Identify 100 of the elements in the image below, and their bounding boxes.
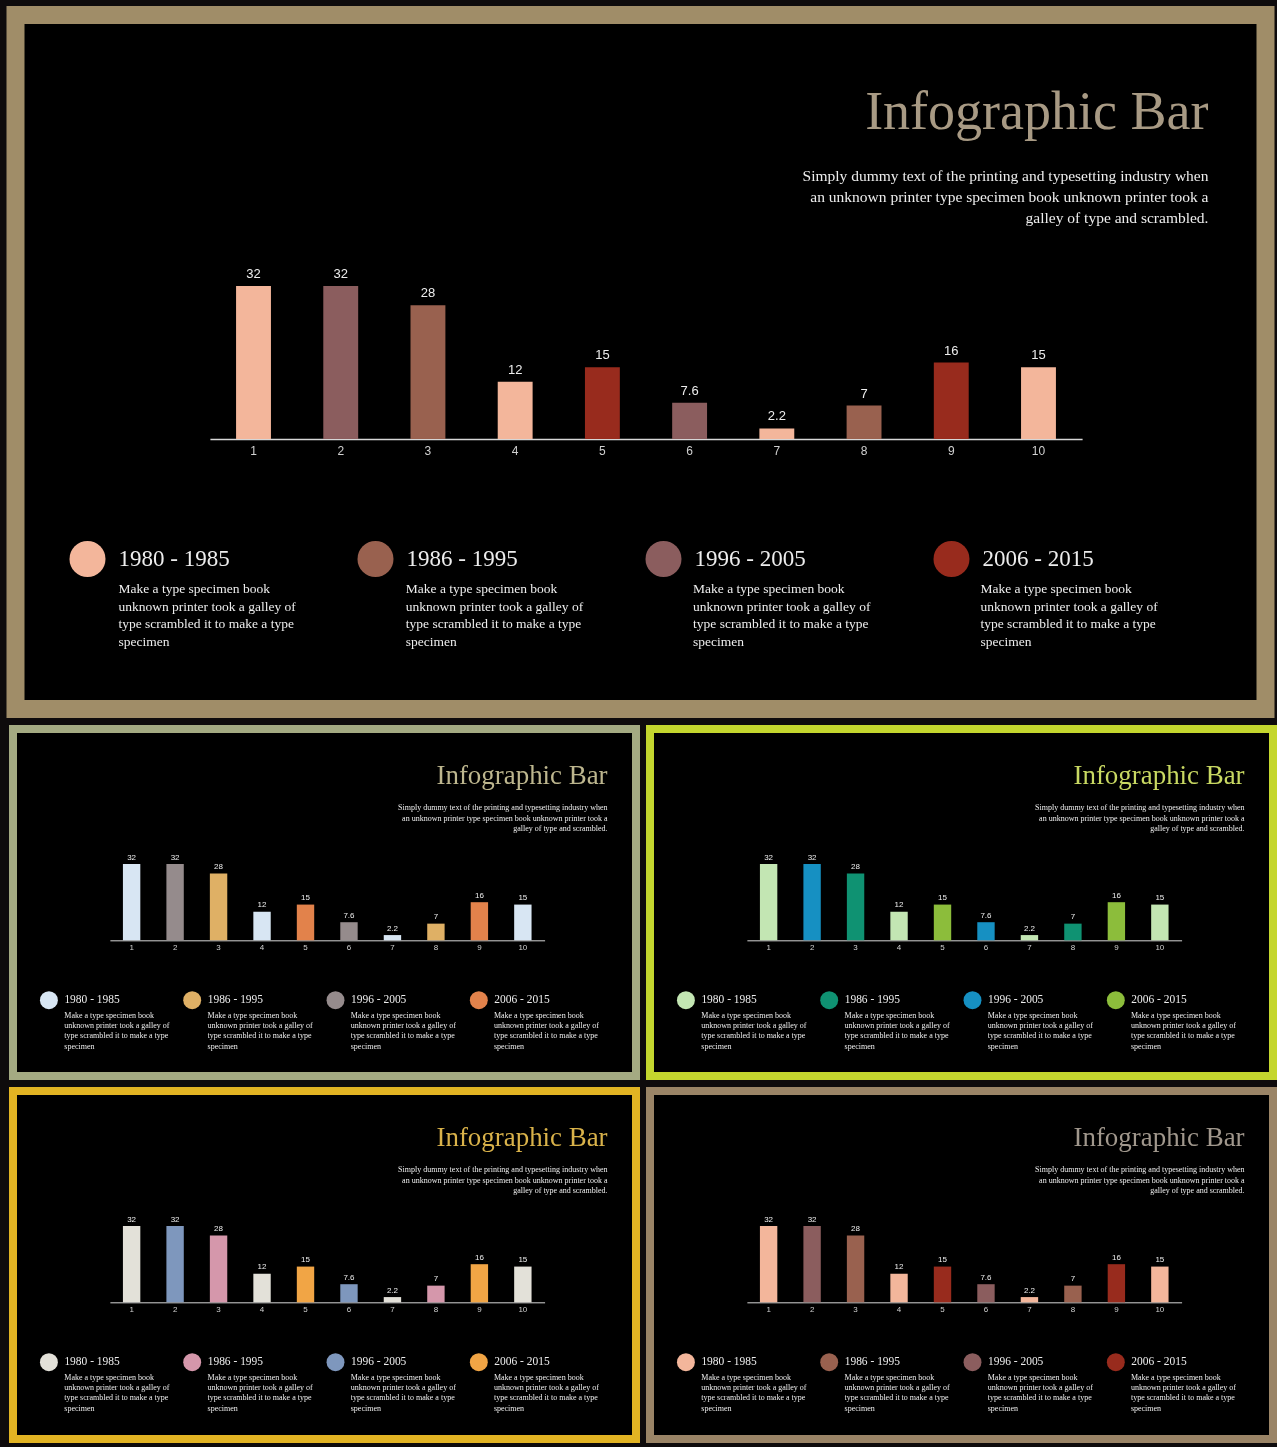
bar bbox=[759, 428, 795, 439]
legend-label: 2006 - 2015 bbox=[1131, 993, 1187, 1006]
data-label: 15 bbox=[518, 1255, 528, 1265]
x-tick-label: 2 bbox=[172, 942, 178, 952]
x-tick-label: 8 bbox=[860, 443, 868, 458]
bar bbox=[933, 904, 952, 941]
text: Make a type specimen book unknown printer took a galley of type scrambled it to make a type specimen bbox=[693, 581, 871, 649]
bar bbox=[497, 381, 533, 439]
bar bbox=[410, 305, 446, 439]
bar bbox=[803, 1226, 821, 1303]
x-tick-label: 7 bbox=[1027, 942, 1033, 952]
x-tick-label: 9 bbox=[1114, 942, 1120, 952]
data-label: 2.2 bbox=[1023, 923, 1036, 933]
x-tick-label: 5 bbox=[940, 942, 946, 952]
data-label: 32 bbox=[170, 1214, 181, 1224]
x-tick-label: 1 bbox=[129, 942, 135, 952]
x-tick-label: 4 bbox=[259, 942, 265, 952]
data-label: 2.2 bbox=[1023, 1285, 1036, 1295]
chart-title: Infographic Bar bbox=[436, 1122, 608, 1153]
bar bbox=[236, 286, 271, 439]
text: Make a type specimen book unknown printer took a galley of type scrambled it to make a type specimen bbox=[987, 1372, 1094, 1413]
data-label: 12 bbox=[257, 900, 268, 910]
x-tick-label: 2 bbox=[809, 942, 815, 952]
x-tick-label: 8 bbox=[1070, 942, 1076, 952]
x-tick-label: 7 bbox=[390, 1304, 396, 1314]
chart-subtitle: Simply dummy text of the printing and typesetting industry when an unknown printer type specimen book unknown printer took a galley of type and scrambled. bbox=[398, 803, 609, 834]
data-label: 28 bbox=[214, 862, 224, 872]
x-tick-label: 10 bbox=[1155, 942, 1165, 952]
bar bbox=[340, 922, 358, 941]
x-tick-label: 5 bbox=[599, 443, 607, 458]
legend-label: 1996 - 2005 bbox=[350, 1355, 407, 1368]
x-tick-label: 3 bbox=[853, 942, 859, 952]
bar bbox=[803, 864, 821, 941]
x-tick-label: 6 bbox=[983, 1304, 989, 1314]
x-tick-label: 7 bbox=[1027, 1304, 1033, 1314]
text: Make a type specimen book unknown printer took a galley of type scrambled it to make a type specimen bbox=[493, 1372, 600, 1413]
data-label: 16 bbox=[474, 1252, 485, 1262]
data-label: 2.2 bbox=[386, 1285, 399, 1295]
data-label: 7.6 bbox=[343, 910, 356, 920]
x-tick-label: 3 bbox=[853, 1304, 859, 1314]
x-tick-label: 6 bbox=[346, 1304, 352, 1314]
text: Make a type specimen book unknown printer took a galley of type scrambled it to make a type specimen bbox=[350, 1010, 457, 1051]
text: Make a type specimen book unknown printer took a galley of type scrambled it to make a type specimen bbox=[207, 1372, 313, 1413]
bar bbox=[122, 1226, 141, 1303]
x-tick-label: 10 bbox=[518, 1304, 528, 1314]
legend-label: 1980 - 1985 bbox=[701, 1355, 758, 1368]
bar bbox=[514, 904, 532, 941]
data-label: 2.2 bbox=[386, 923, 399, 933]
text: Make a type specimen book unknown printer took a galley of type scrambled it to make a type specimen bbox=[118, 581, 297, 649]
bar bbox=[514, 1266, 532, 1303]
x-tick-label: 3 bbox=[216, 942, 222, 952]
data-label: 16 bbox=[474, 890, 485, 900]
data-label: 15 bbox=[1155, 1255, 1165, 1265]
bar bbox=[933, 1266, 952, 1303]
bar bbox=[846, 1235, 865, 1303]
data-label: 7 bbox=[1070, 1274, 1076, 1284]
x-tick-label: 3 bbox=[216, 1304, 222, 1314]
data-label: 15 bbox=[518, 893, 528, 903]
x-tick-label: 10 bbox=[1031, 443, 1046, 458]
bar bbox=[166, 1226, 184, 1303]
bar bbox=[296, 904, 315, 941]
data-label: 7.6 bbox=[343, 1272, 356, 1282]
data-label: 15 bbox=[1031, 347, 1046, 363]
legend-label: 1980 - 1985 bbox=[64, 993, 121, 1006]
bar bbox=[209, 873, 228, 941]
bar bbox=[846, 873, 865, 941]
text: Make a type specimen book unknown printer took a galley of type scrambled it to make a type specimen bbox=[980, 581, 1159, 649]
legend-label: 2006 - 2015 bbox=[494, 1355, 550, 1368]
data-label: 15 bbox=[1155, 893, 1165, 903]
x-tick-label: 9 bbox=[947, 443, 955, 458]
legend-label: 1980 - 1985 bbox=[701, 993, 758, 1006]
legend-label: 1986 - 1995 bbox=[406, 546, 518, 571]
chart-title: Infographic Bar bbox=[1073, 760, 1245, 791]
chart-subtitle: Simply dummy text of the printing and typesetting industry when an unknown printer type specimen book unknown printer took a galley of type and scrambled. bbox=[1035, 1165, 1246, 1196]
bar bbox=[166, 864, 184, 941]
x-tick-label: 4 bbox=[896, 942, 902, 952]
bar bbox=[1107, 902, 1126, 941]
legend-label: 2006 - 2015 bbox=[494, 993, 550, 1006]
data-label: 16 bbox=[944, 342, 959, 358]
x-tick-label: 3 bbox=[424, 443, 432, 458]
x-tick-label: 9 bbox=[477, 1304, 483, 1314]
bar bbox=[1151, 1266, 1169, 1303]
bar bbox=[383, 1297, 402, 1303]
bar bbox=[1151, 904, 1169, 941]
chart-title: Infographic Bar bbox=[436, 760, 608, 791]
bar bbox=[846, 405, 882, 439]
data-label: 32 bbox=[807, 1214, 818, 1224]
bar bbox=[209, 1235, 228, 1303]
bar bbox=[890, 1273, 908, 1303]
data-label: 7 bbox=[1070, 912, 1076, 922]
bar bbox=[1020, 1297, 1039, 1303]
text: Make a type specimen book unknown printer took a galley of type scrambled it to make a type specimen bbox=[64, 1372, 170, 1413]
data-label: 12 bbox=[894, 1262, 905, 1272]
x-tick-label: 7 bbox=[773, 443, 781, 458]
data-label: 15 bbox=[595, 347, 610, 363]
data-label: 28 bbox=[851, 1224, 861, 1234]
text: Make a type specimen book unknown printer took a galley of type scrambled it to make a type specimen bbox=[405, 581, 584, 649]
data-label: 7 bbox=[860, 385, 868, 401]
text: Make a type specimen book unknown printer took a galley of type scrambled it to make a type specimen bbox=[844, 1010, 950, 1051]
x-tick-label: 8 bbox=[433, 942, 439, 952]
